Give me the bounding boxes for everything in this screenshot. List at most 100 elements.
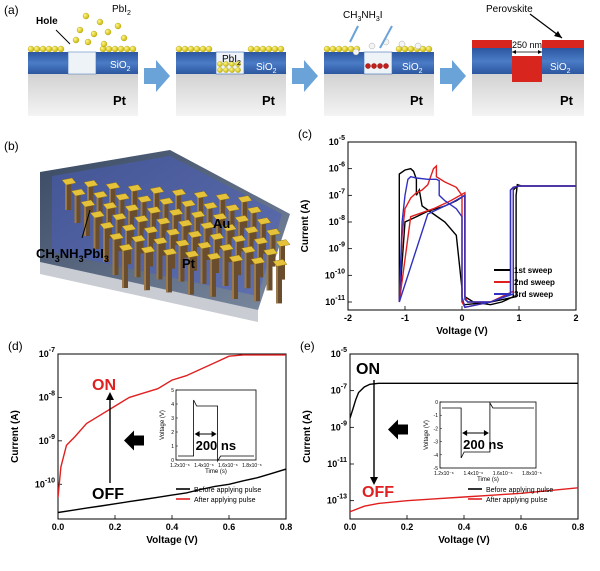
inset-x-title: Time (s) (477, 477, 499, 483)
panel-b-label: (b) (4, 139, 19, 153)
reagent-molecule (398, 40, 406, 48)
step1-surface-balls (27, 45, 137, 53)
pillar (131, 190, 137, 217)
pillar-highlight (266, 254, 269, 291)
precursor-ball (90, 30, 98, 38)
pillar (197, 197, 203, 224)
pillar-highlight (250, 212, 253, 241)
pillar-highlight (219, 199, 221, 226)
step3-schematic: CH3NH3I SiO2 Pt (323, 10, 434, 116)
pillar-highlight (112, 239, 115, 275)
precursor-ball (82, 12, 90, 20)
inset-frame (175, 389, 257, 461)
pillar-highlight (178, 245, 181, 282)
y-tick-exp: -11 (335, 295, 345, 302)
chart-e: (e)0.0 0.2 0.4 0.6 0.810-1310-1110-910-710-5… (300, 339, 584, 546)
inset-x-tick-label: 1.8x10⁻⁶ (242, 463, 262, 469)
fill-ball (235, 67, 241, 73)
surface-ball (181, 45, 189, 53)
device-cell (162, 248, 178, 293)
y-tick-exp: -5 (341, 347, 347, 354)
device-cell (228, 254, 244, 299)
precursor-ball (76, 26, 84, 34)
au-pad (118, 243, 134, 252)
au-pad (121, 223, 137, 232)
pillar (266, 254, 273, 291)
y-tick-label: 10-8 (329, 215, 345, 227)
annotation-on: ON (92, 377, 116, 394)
y-tick-base: 10 (331, 422, 341, 432)
step-arrow-3 (440, 60, 466, 92)
pillar-highlight (103, 228, 105, 262)
inset-x-tick-label: 1.4x10⁻⁶ (463, 471, 483, 477)
surface-ball (51, 45, 59, 53)
legend-label: Before applying pulse (194, 487, 261, 494)
y-tick-base: 10 (327, 459, 337, 469)
surface-ball (323, 45, 331, 53)
fill-ball (229, 61, 235, 67)
au-pad (124, 204, 140, 212)
x-tick-label: -2 (344, 313, 352, 323)
au-pad (102, 201, 118, 210)
fill-ball (235, 61, 241, 67)
x-tick-label: 0.0 (344, 522, 357, 532)
y-tick-exp: -7 (341, 384, 347, 391)
y-tick-base: 10 (327, 496, 337, 506)
pillar-highlight (241, 201, 243, 228)
reacted-ball (383, 63, 389, 69)
au-pad (184, 250, 200, 258)
surface-ball (33, 45, 41, 53)
pillar-highlight (222, 250, 225, 286)
reacted-ball (377, 63, 383, 69)
y-tick-label: 10-11 (325, 295, 345, 307)
pillar (87, 186, 93, 213)
au-pad (203, 201, 218, 210)
pillar (166, 254, 172, 293)
au-pad (115, 193, 130, 201)
y-tick-label: 10-5 (331, 347, 347, 359)
inset-pulse-label: 200 ns (196, 438, 236, 453)
au-pad (165, 228, 181, 236)
x-tick-label: 0.4 (166, 522, 179, 532)
surface-ball (199, 45, 207, 53)
y-tick-exp: -9 (49, 434, 55, 441)
step3-substrate (324, 74, 434, 116)
reacted-ball (365, 63, 371, 69)
step3-reagent-pointer-2 (379, 25, 393, 49)
au-pad (162, 248, 178, 256)
inset-width-arrow-heads (194, 431, 217, 437)
device-cell (184, 250, 200, 295)
au-pad (156, 217, 171, 225)
inset-y-tick-label: -1 (434, 413, 439, 419)
series-line-before-applying-pulse (58, 468, 286, 514)
y-tick-label: 10-5 (329, 135, 345, 147)
device-cell (109, 232, 124, 275)
device-cell (263, 248, 278, 291)
y-tick-exp: -11 (337, 457, 347, 464)
surface-ball (407, 45, 415, 53)
au-pad (131, 234, 146, 243)
step4-perovskite-top-right (542, 40, 584, 48)
pillar-highlight (153, 192, 155, 219)
y-tick-label: 10-9 (39, 434, 55, 446)
y-tick-label: 10-9 (331, 420, 347, 432)
step3-reagent-pointer (349, 25, 359, 43)
x-tick-label: 1 (516, 313, 521, 323)
au-pad (134, 215, 149, 223)
step1-oxide-label: SiO2 (110, 60, 131, 73)
au-pad (234, 215, 250, 223)
inset-x-tick-label: 1.2x10⁻⁶ (170, 463, 190, 469)
inset-y-tick-label: -4 (434, 453, 439, 459)
au-pad (244, 226, 259, 234)
surface-ball (329, 45, 337, 53)
legend-label: After applying pulse (194, 497, 256, 504)
step4-perovskite-fill (512, 56, 542, 82)
device-cell (71, 188, 86, 223)
au-pad (90, 210, 105, 219)
device-cell (197, 241, 212, 284)
step4-substrate-label: Pt (560, 93, 574, 108)
step1-hole-label: Hole (36, 16, 58, 27)
pillar (153, 192, 159, 219)
inset-y-tick-label: -2 (434, 426, 439, 432)
device-cell (272, 259, 288, 304)
